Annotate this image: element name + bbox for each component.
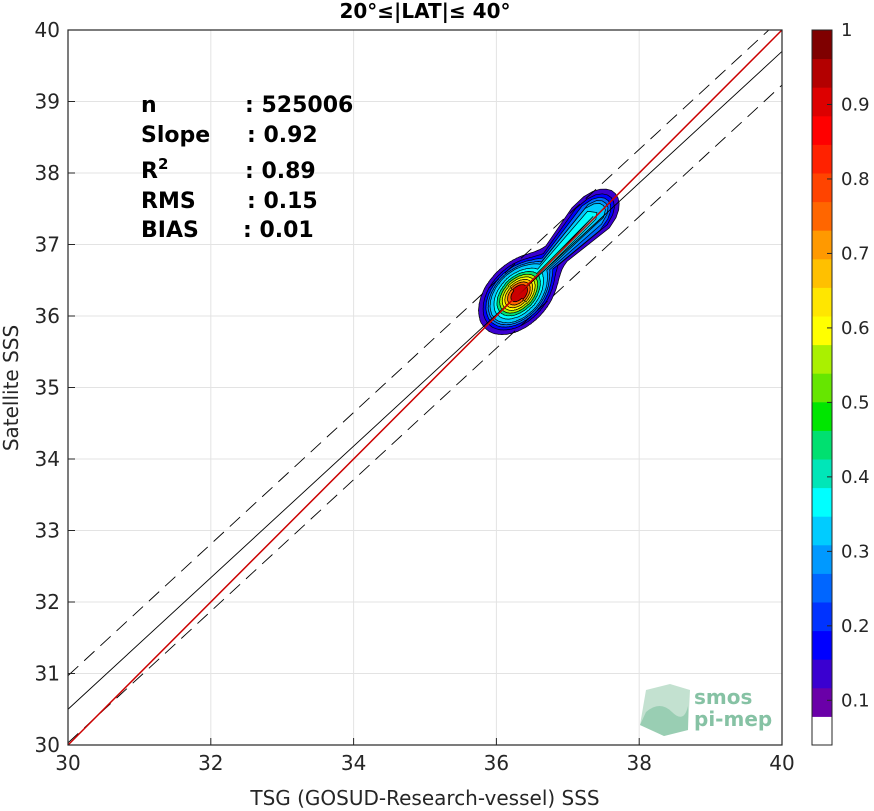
colorbar-segment	[812, 173, 832, 203]
colorbar-segment	[812, 573, 832, 603]
x-tick-label: 32	[198, 751, 223, 775]
colorbar-segment	[812, 115, 832, 145]
y-tick-label: 31	[35, 662, 60, 686]
y-tick-label: 39	[35, 90, 60, 114]
y-tick-label: 40	[35, 18, 60, 42]
colorbar-segment	[812, 687, 832, 717]
colorbar-segment	[812, 373, 832, 403]
colorbar-segment	[812, 287, 832, 317]
colorbar-segment	[812, 58, 832, 88]
colorbar-segment	[812, 459, 832, 489]
y-tick-label: 30	[35, 733, 60, 757]
colorbar-segment	[812, 230, 832, 260]
y-tick-label: 35	[35, 376, 60, 400]
colorbar-tick-label: 0.7	[841, 243, 870, 264]
stat-value: : 0.15	[247, 189, 318, 214]
identity-line	[68, 30, 782, 745]
colorbar-segment	[812, 201, 832, 231]
fit-line	[68, 51, 782, 710]
colorbar-segment	[812, 430, 832, 460]
colorbar-segment	[812, 516, 832, 546]
x-tick-label: 40	[769, 751, 794, 775]
colorbar-segment	[812, 316, 832, 346]
colorbar-tick-label: 0.9	[841, 94, 870, 115]
colorbar-segment	[812, 487, 832, 517]
stat-label: R2	[141, 155, 168, 184]
colorbar-tick-label: 0.5	[841, 392, 870, 413]
y-tick-label: 34	[35, 447, 60, 471]
stat-value: : 525006	[245, 93, 353, 118]
x-axis-label: TSG (GOSUD-Research-vessel) SSS	[249, 786, 599, 810]
colorbar-tick-label: 0.4	[841, 467, 870, 488]
colorbar-tick-label: 0.1	[841, 690, 870, 711]
y-tick-label: 38	[35, 161, 60, 185]
y-tick-label: 32	[35, 590, 60, 614]
stat-value: : 0.92	[247, 123, 318, 148]
colorbar-segment	[812, 401, 832, 431]
x-tick-label: 34	[341, 751, 366, 775]
logo-wave-icon	[640, 706, 688, 736]
colorbar-tick-label: 0.2	[841, 616, 870, 637]
stat-label: RMS	[141, 189, 196, 214]
colorbar-frame	[811, 29, 833, 746]
stat-value: : 0.01	[243, 218, 314, 243]
stat-label: BIAS	[141, 218, 199, 243]
x-tick-labels: 30 32 34 36 38 40	[55, 738, 795, 775]
fit-lower-dashed-line	[68, 84, 782, 744]
stat-label: n	[141, 93, 157, 118]
smos-pi-mep-logo: smos pi-mep	[640, 684, 772, 736]
colorbar-segment	[812, 659, 832, 689]
colorbar: 0.1 0.2 0.3 0.4 0.5 0.6 0.7 0.8 0.9 1	[811, 20, 870, 746]
colorbar-tick-label: 0.6	[841, 318, 870, 339]
y-axis-label: Satellite SSS	[0, 325, 23, 451]
colorbar-tick-label: 1	[841, 20, 852, 41]
fit-upper-dashed-line	[68, 30, 770, 676]
colorbar-segment	[812, 258, 832, 288]
y-tick-label: 33	[35, 519, 60, 543]
stat-label: Slope	[141, 123, 210, 148]
logo-text-smos: smos	[694, 685, 752, 709]
x-tick-label: 30	[55, 751, 80, 775]
colorbar-segment	[812, 30, 832, 60]
colorbar-tick-label: 0.8	[841, 169, 870, 190]
logo-text-pimep: pi-mep	[694, 707, 772, 731]
x-tick-label: 38	[626, 751, 651, 775]
y-tick-label: 37	[35, 233, 60, 257]
colorbar-segment	[812, 344, 832, 374]
stat-superscript: 2	[158, 155, 168, 173]
colorbar-segment	[812, 630, 832, 660]
y-tick-label: 36	[35, 304, 60, 328]
colorbar-segment	[812, 544, 832, 574]
x-tick-label: 36	[484, 751, 509, 775]
stats-box: n : 525006 Slope : 0.92 R2 : 0.89 RMS : 0.15 BIA…	[141, 93, 353, 243]
colorbar-segment	[812, 602, 832, 632]
colorbar-segment	[812, 144, 832, 174]
regression-lines	[68, 30, 782, 745]
colorbar-tick-label: 0.3	[841, 541, 870, 562]
colorbar-segment	[812, 716, 832, 746]
chart-title: 20°≤|LAT|≤ 40°	[339, 0, 510, 23]
stat-value: : 0.89	[245, 159, 316, 184]
y-tick-labels: 30 31 32 33 34 35 36 37 38 39 40	[35, 18, 75, 757]
colorbar-segment	[812, 87, 832, 117]
